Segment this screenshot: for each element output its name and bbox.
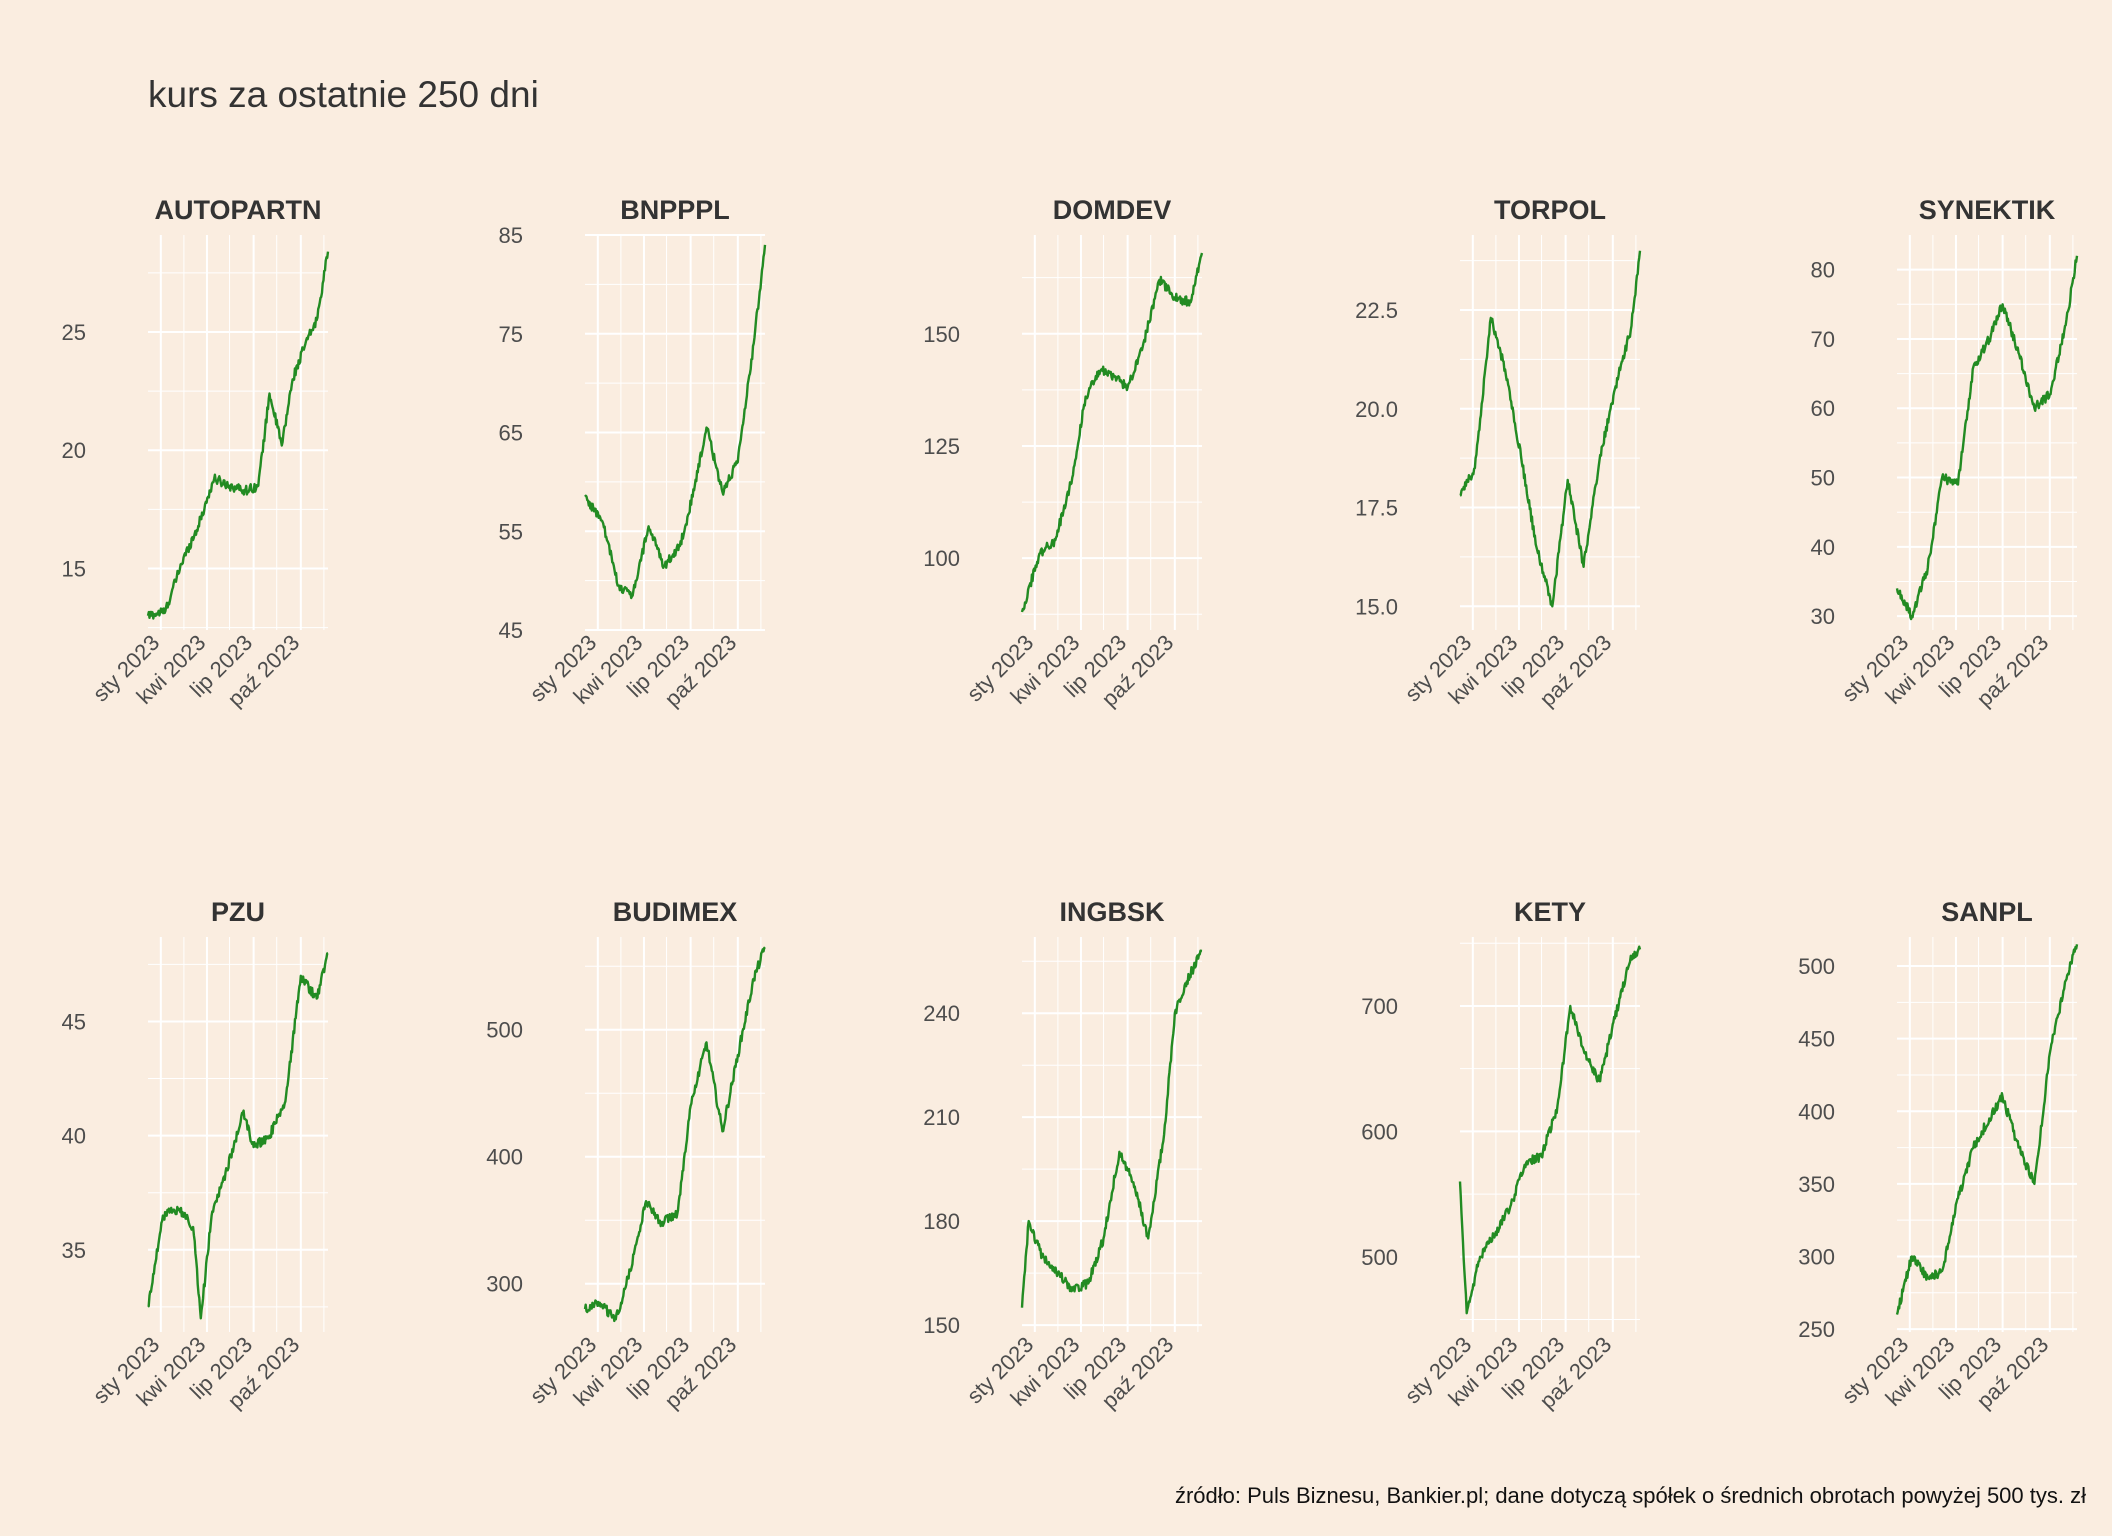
y-tick-label: 150: [923, 322, 960, 347]
y-tick-label: 350: [1798, 1172, 1835, 1197]
price-line: [146, 251, 330, 620]
y-tick-label: 300: [1798, 1244, 1835, 1269]
price-line: [583, 946, 766, 1323]
y-tick-label: 210: [923, 1105, 960, 1130]
y-tick-label: 250: [1798, 1317, 1835, 1342]
price-line: [1895, 944, 2079, 1315]
y-tick-label: 80: [1811, 258, 1835, 283]
panel-title: KETY: [1514, 897, 1586, 927]
y-tick-label: 500: [1361, 1245, 1398, 1270]
y-tick-label: 22.5: [1355, 298, 1398, 323]
panel-title: SYNEKTIK: [1919, 195, 2056, 225]
page-title: kurs za ostatnie 250 dni: [148, 74, 539, 115]
y-tick-label: 150: [923, 1313, 960, 1338]
price-line: [584, 244, 767, 600]
y-tick-label: 70: [1811, 327, 1835, 352]
y-tick-label: 45: [499, 618, 523, 643]
y-tick-label: 300: [486, 1272, 523, 1297]
y-tick-label: 600: [1361, 1119, 1398, 1144]
panel-title: BUDIMEX: [613, 897, 738, 927]
y-tick-label: 25: [62, 320, 86, 345]
y-tick-label: 400: [1798, 1099, 1835, 1124]
y-tick-label: 40: [1811, 535, 1835, 560]
price-line: [147, 951, 329, 1320]
y-tick-label: 125: [923, 434, 960, 459]
y-tick-label: 500: [1798, 954, 1835, 979]
source-caption: źródło: Puls Biznesu, Bankier.pl; dane d…: [1174, 1483, 2086, 1508]
y-tick-label: 30: [1811, 604, 1835, 629]
y-tick-label: 45: [62, 1009, 86, 1034]
y-tick-label: 60: [1811, 396, 1835, 421]
price-line: [1459, 250, 1642, 608]
y-tick-label: 75: [499, 322, 523, 347]
y-tick-label: 450: [1798, 1027, 1835, 1052]
panel-title: DOMDEV: [1053, 195, 1172, 225]
y-tick-label: 20.0: [1355, 397, 1398, 422]
y-tick-label: 400: [486, 1145, 523, 1170]
y-tick-label: 40: [62, 1124, 86, 1149]
y-tick-label: 100: [923, 546, 960, 571]
panel-title: SANPL: [1941, 897, 2033, 927]
y-tick-label: 20: [62, 438, 86, 463]
panel-title: TORPOL: [1494, 195, 1606, 225]
y-tick-label: 55: [499, 519, 523, 544]
y-tick-label: 85: [499, 223, 523, 248]
price-line: [1895, 255, 2079, 621]
y-tick-label: 17.5: [1355, 496, 1398, 521]
y-tick-label: 15.0: [1355, 594, 1398, 619]
y-tick-label: 700: [1361, 994, 1398, 1019]
price-line: [1020, 252, 1204, 613]
y-tick-label: 35: [62, 1238, 86, 1263]
panel-title: BNPPPL: [620, 195, 730, 225]
y-tick-label: 240: [923, 1001, 960, 1026]
y-tick-label: 15: [62, 557, 86, 582]
y-tick-label: 180: [923, 1209, 960, 1234]
y-tick-label: 65: [499, 421, 523, 446]
panel-title: PZU: [211, 897, 265, 927]
price-line: [1458, 945, 1642, 1315]
y-tick-label: 500: [486, 1018, 523, 1043]
panel-title: AUTOPARTN: [155, 195, 322, 225]
y-tick-label: 50: [1811, 466, 1835, 491]
price-line: [1020, 949, 1203, 1308]
panel-title: INGBSK: [1059, 897, 1165, 927]
